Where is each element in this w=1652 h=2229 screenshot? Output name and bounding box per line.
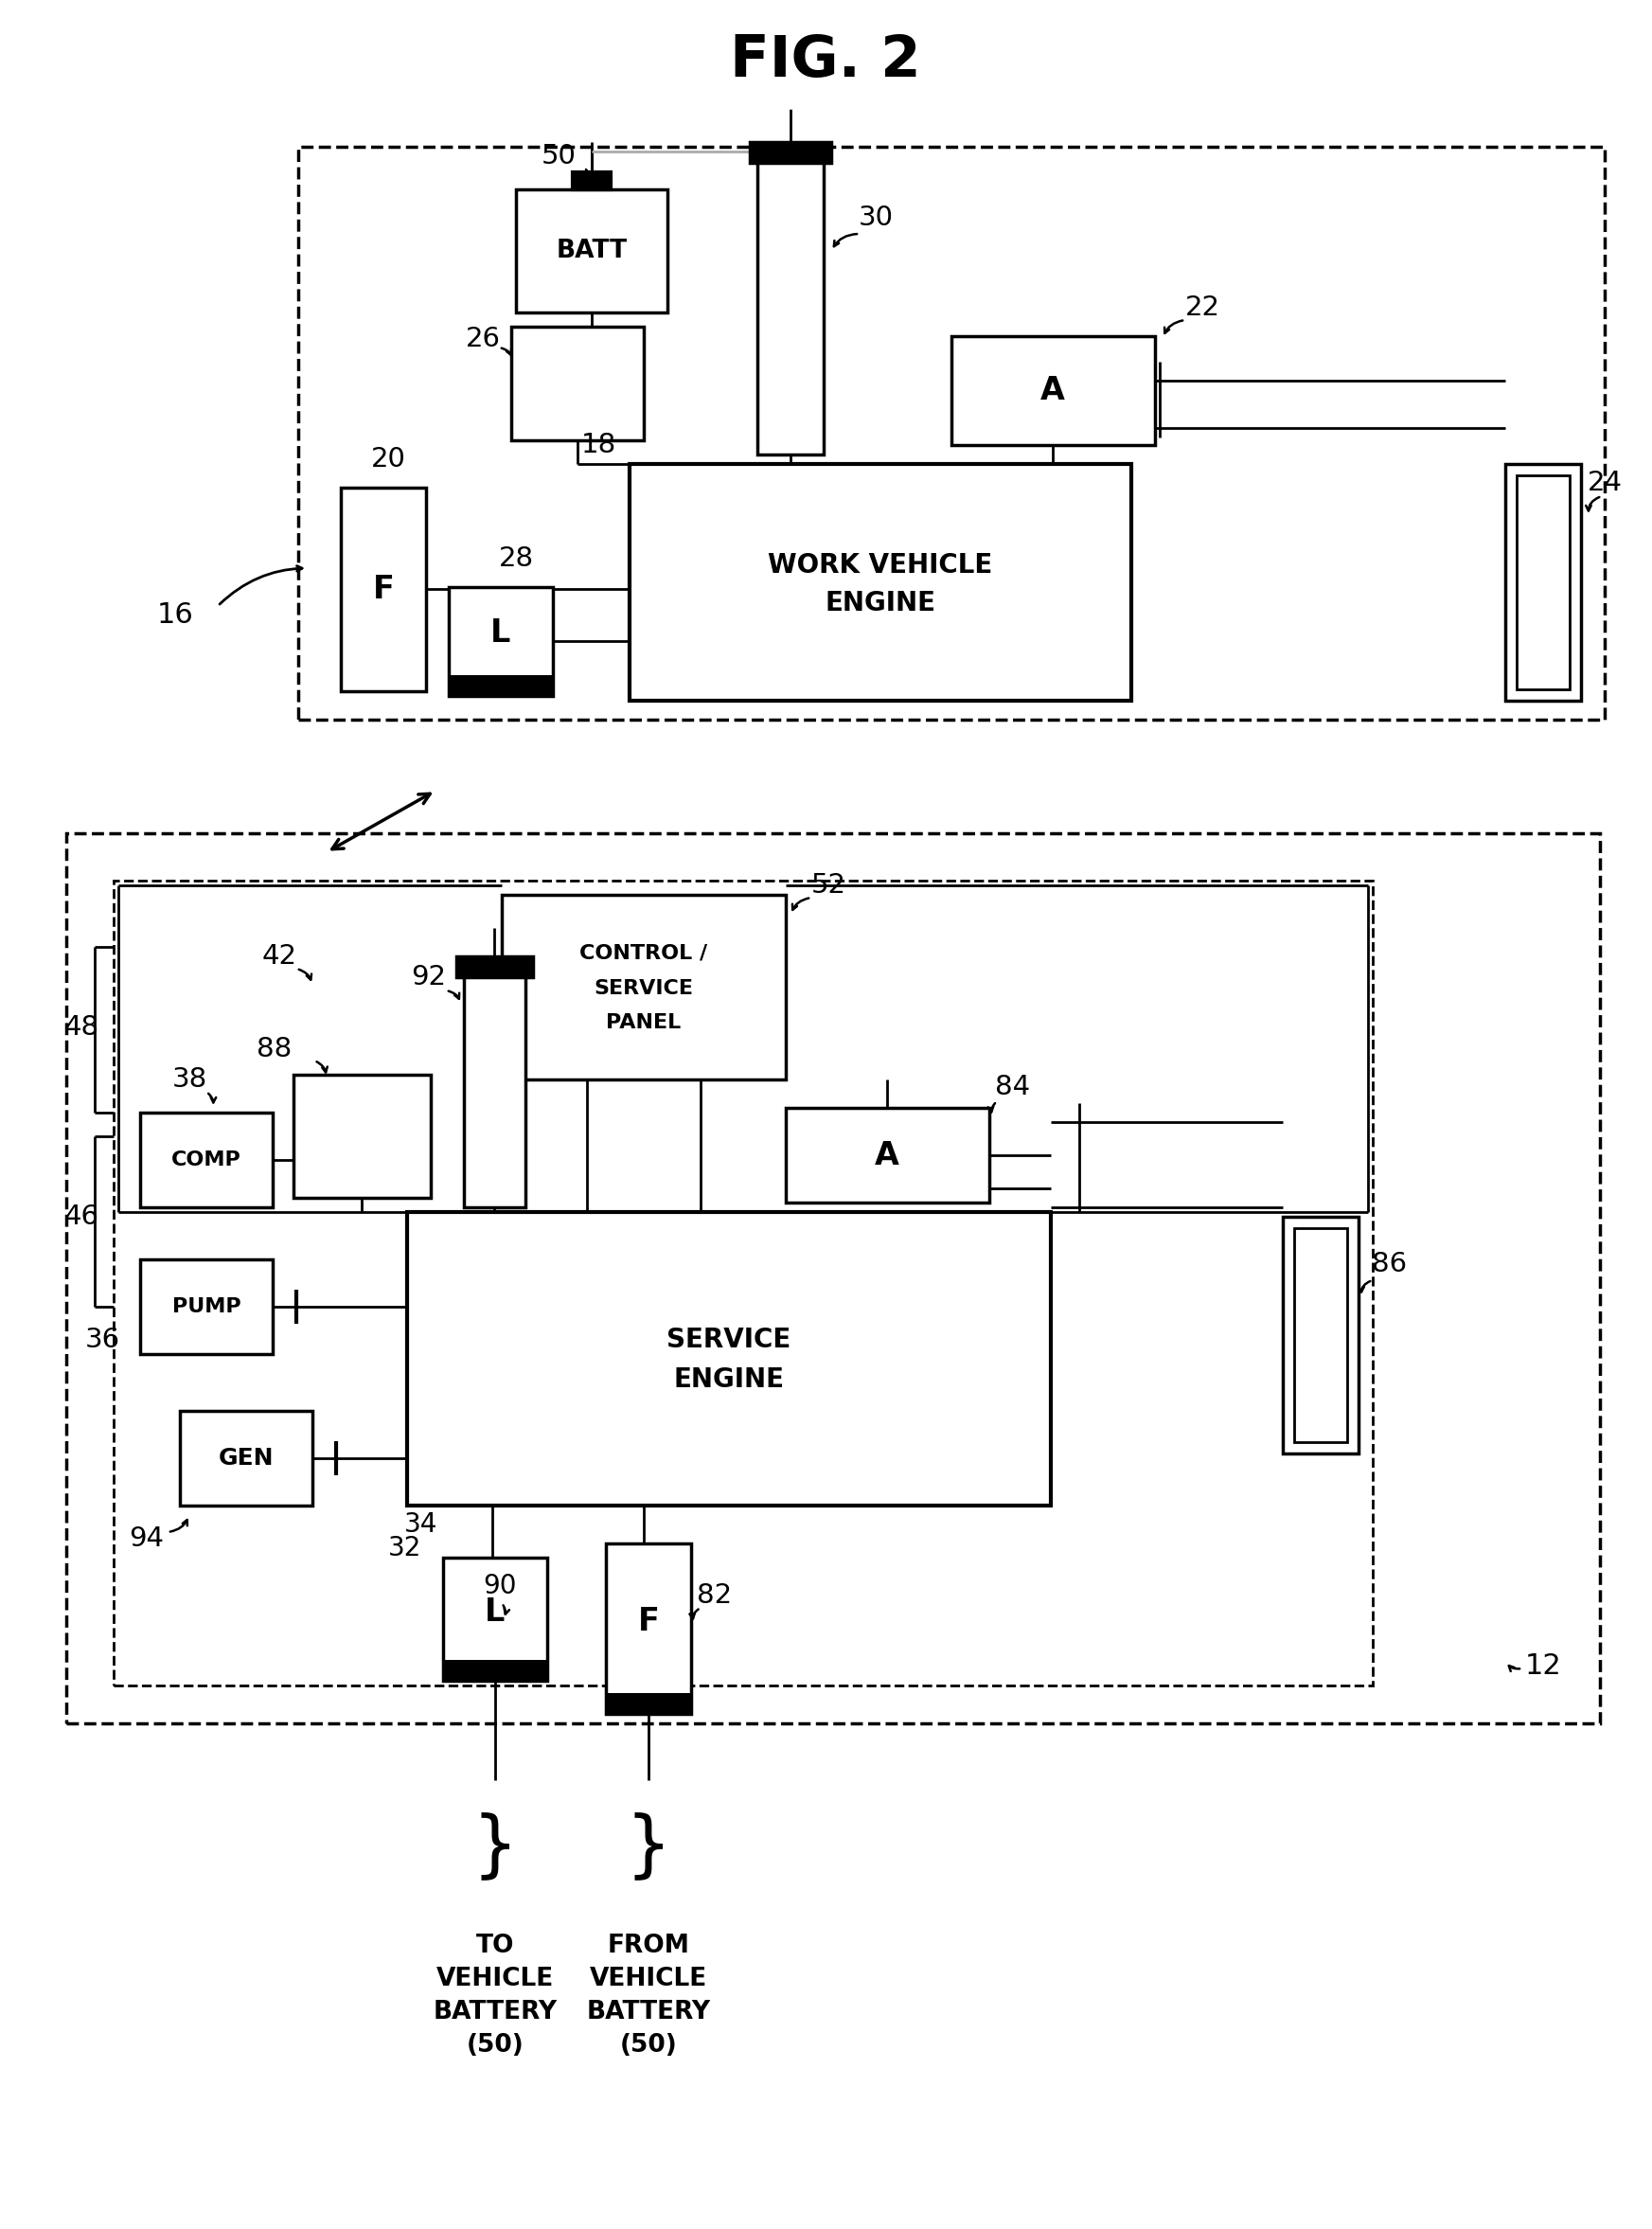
Bar xyxy=(606,1694,691,1714)
Text: 20: 20 xyxy=(370,446,406,473)
Bar xyxy=(443,1558,547,1681)
Text: PANEL: PANEL xyxy=(606,1014,681,1032)
Text: 48: 48 xyxy=(64,1014,99,1041)
Bar xyxy=(406,1213,1051,1505)
Bar xyxy=(443,1661,547,1681)
Text: FROM: FROM xyxy=(608,1933,689,1959)
Text: 36: 36 xyxy=(84,1326,121,1353)
Text: (50): (50) xyxy=(620,2033,677,2057)
Bar xyxy=(449,675,553,695)
Bar xyxy=(510,328,644,441)
Text: PUMP: PUMP xyxy=(172,1297,241,1315)
Text: L: L xyxy=(486,1596,506,1627)
Text: 90: 90 xyxy=(482,1574,517,1600)
Text: 92: 92 xyxy=(411,963,446,990)
Text: ENGINE: ENGINE xyxy=(824,591,935,617)
Text: 84: 84 xyxy=(996,1074,1031,1101)
Text: COMP: COMP xyxy=(172,1150,241,1170)
Text: F: F xyxy=(373,573,395,604)
Bar xyxy=(606,1542,691,1714)
Text: 26: 26 xyxy=(466,325,501,352)
Text: CONTROL /: CONTROL / xyxy=(580,945,707,963)
Bar xyxy=(1517,475,1569,689)
Bar xyxy=(140,1112,273,1208)
Bar xyxy=(750,143,831,163)
Text: VEHICLE: VEHICLE xyxy=(436,1966,553,1990)
Text: 52: 52 xyxy=(811,872,846,898)
Text: GEN: GEN xyxy=(218,1447,274,1469)
Text: 24: 24 xyxy=(1588,470,1622,497)
Text: 16: 16 xyxy=(157,602,193,629)
Text: A: A xyxy=(876,1139,899,1170)
Bar xyxy=(66,834,1599,1723)
Bar xyxy=(180,1411,312,1505)
Bar xyxy=(1294,1228,1346,1442)
Text: 50: 50 xyxy=(542,143,577,169)
Text: }: } xyxy=(626,1812,671,1881)
Bar xyxy=(786,1108,990,1204)
Text: TO: TO xyxy=(476,1933,514,1959)
Text: }: } xyxy=(472,1812,519,1881)
Text: 88: 88 xyxy=(256,1036,292,1063)
Text: ENGINE: ENGINE xyxy=(674,1366,785,1393)
Text: 32: 32 xyxy=(388,1536,421,1563)
Text: 22: 22 xyxy=(1184,294,1219,321)
Bar xyxy=(1284,1217,1358,1453)
Text: FIG. 2: FIG. 2 xyxy=(730,33,922,89)
Bar xyxy=(294,1074,431,1197)
Bar xyxy=(299,147,1604,720)
Bar xyxy=(757,160,824,455)
Text: (50): (50) xyxy=(466,2033,524,2057)
Text: 30: 30 xyxy=(857,205,894,232)
Text: 46: 46 xyxy=(64,1204,99,1230)
Bar xyxy=(114,880,1373,1685)
Text: 94: 94 xyxy=(129,1525,164,1551)
Bar xyxy=(952,337,1155,446)
Text: BATT: BATT xyxy=(557,239,628,263)
Text: 18: 18 xyxy=(582,432,616,459)
Text: 38: 38 xyxy=(172,1065,206,1092)
Text: 28: 28 xyxy=(499,546,534,573)
Bar xyxy=(340,488,426,691)
Text: 82: 82 xyxy=(697,1583,732,1609)
Bar xyxy=(456,956,534,976)
Text: BATTERY: BATTERY xyxy=(433,1999,557,2024)
Text: F: F xyxy=(638,1605,659,1636)
Bar xyxy=(1505,464,1581,700)
Bar xyxy=(573,172,611,189)
Text: 42: 42 xyxy=(261,943,297,970)
Bar xyxy=(449,586,553,695)
Text: BATTERY: BATTERY xyxy=(586,1999,710,2024)
Text: L: L xyxy=(491,617,510,649)
Bar xyxy=(502,894,786,1079)
Bar xyxy=(629,464,1132,700)
Bar xyxy=(515,189,667,312)
Text: 86: 86 xyxy=(1373,1250,1408,1277)
Text: 12: 12 xyxy=(1525,1654,1561,1681)
Text: SERVICE: SERVICE xyxy=(667,1326,791,1353)
Text: SERVICE: SERVICE xyxy=(595,979,694,999)
Text: A: A xyxy=(1041,374,1066,406)
Text: VEHICLE: VEHICLE xyxy=(590,1966,707,1990)
Bar xyxy=(140,1259,273,1353)
Text: WORK VEHICLE: WORK VEHICLE xyxy=(768,553,993,580)
Bar xyxy=(464,976,525,1208)
Text: 34: 34 xyxy=(405,1511,438,1538)
